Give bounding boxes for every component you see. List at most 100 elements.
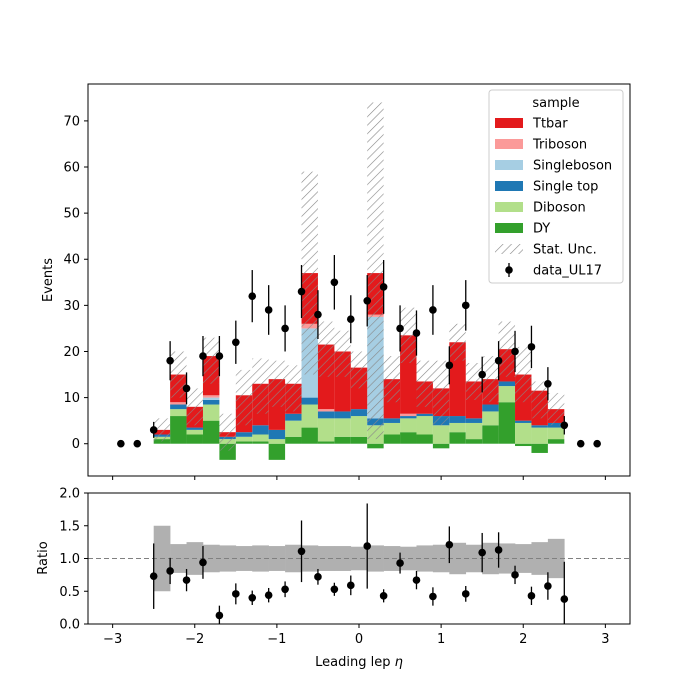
stack-bar	[186, 427, 203, 430]
x-axis-label-symbol: η	[395, 655, 403, 670]
ratio-point	[264, 591, 273, 599]
stack-bar	[482, 404, 499, 412]
stack-bar	[202, 404, 220, 421]
stat-unc-box	[186, 388, 203, 426]
stat-unc-box	[350, 351, 368, 389]
ratio-point	[560, 595, 569, 603]
ratio-point	[363, 542, 372, 550]
stack-bar	[252, 425, 269, 435]
stat-unc-box	[531, 381, 548, 419]
stack-bar	[334, 418, 351, 437]
data-point	[379, 283, 388, 291]
legend-label: Stat. Unc.	[533, 243, 597, 258]
stack-bar	[317, 409, 335, 412]
ratio-point	[396, 559, 404, 567]
stack-bar	[482, 411, 499, 426]
stat-unc-box	[482, 356, 499, 403]
stack-bar	[268, 443, 286, 460]
stack-bar	[367, 443, 384, 449]
stack-bar	[235, 436, 253, 442]
data-point	[117, 439, 125, 448]
data-point	[593, 439, 601, 448]
stat-unc-band	[153, 102, 565, 451]
ratio-point	[314, 573, 322, 581]
stack-bar	[498, 402, 516, 444]
stack-bar	[202, 399, 220, 405]
stat-unc-box	[432, 360, 450, 426]
stack-bar	[301, 404, 318, 428]
data-point	[396, 324, 404, 333]
stack-bar	[235, 441, 253, 444]
stack-bar	[170, 409, 187, 417]
stack-bar	[449, 422, 466, 433]
ratio-band-box	[383, 546, 401, 571]
stack-bar	[202, 395, 220, 398]
ratio-y-tick-label: 0.0	[59, 618, 80, 633]
data-point	[544, 379, 552, 388]
ratio-panel: 0.0 0.5 1.0 1.5 2.0 −3 −2 −1 0 1 2 3 Ratio Leading…	[36, 487, 631, 670]
ratio-point	[330, 585, 339, 594]
stack-bar	[186, 434, 203, 444]
main-y-tick-label: 40	[63, 253, 80, 268]
stack-bar	[202, 397, 220, 400]
stack-bar	[334, 411, 351, 419]
ratio-point	[182, 576, 191, 584]
ratio-band-box	[367, 545, 384, 572]
stack-bar	[416, 413, 433, 417]
stat-unc-box	[301, 171, 318, 375]
legend-label: Ttbar	[532, 117, 568, 132]
x-axis-label-text: Leading lep	[315, 655, 394, 670]
data-point	[494, 356, 503, 365]
stack-bar	[186, 429, 203, 435]
stat-unc-box	[383, 356, 401, 403]
legend-title: sample	[532, 96, 579, 111]
legend-label: Single top	[533, 180, 598, 195]
stack-bar	[498, 381, 516, 387]
stat-unc-box	[219, 413, 236, 451]
stack-bar	[515, 420, 532, 423]
data-point	[182, 384, 191, 393]
stack-bar	[334, 436, 351, 444]
legend-label: Triboson	[532, 138, 587, 153]
legend-swatch	[495, 118, 523, 128]
stack-bar	[482, 425, 499, 444]
stack-bar	[317, 411, 335, 419]
ratio-point	[511, 571, 519, 579]
stack-bar	[285, 413, 302, 421]
ratio-point	[281, 585, 289, 594]
data-point	[215, 352, 224, 360]
stack-bar	[531, 443, 548, 453]
x-tick-label: −3	[103, 632, 122, 647]
stat-unc-box	[367, 102, 384, 440]
stat-unc-box	[268, 360, 286, 407]
data-point	[330, 278, 339, 287]
stack-bar	[317, 418, 335, 442]
stack-bar	[268, 439, 286, 444]
x-tick-label: 3	[601, 632, 609, 647]
ratio-y-tick-label: 1.5	[59, 519, 80, 534]
x-tick-label: −1	[267, 632, 286, 647]
stat-unc-box	[317, 321, 335, 377]
stack-bar	[547, 439, 565, 444]
x-tick-label: 1	[437, 632, 445, 647]
ratio-point	[494, 546, 503, 554]
stack-bar	[383, 418, 401, 423]
main-panel: 0 10 20 30 40 50 60 70 Events	[41, 83, 631, 480]
stack-bar	[252, 441, 269, 444]
ratio-point	[232, 590, 240, 598]
stack-bar	[252, 434, 269, 442]
legend-label: DY	[533, 222, 550, 237]
stack-bar	[400, 413, 417, 417]
x-axis-label: Leading lep η	[315, 655, 403, 670]
stat-unc-box	[170, 351, 187, 398]
stat-unc-box	[252, 358, 269, 414]
data-point	[133, 439, 142, 448]
stat-unc-box	[515, 346, 532, 403]
ratio-band-box	[317, 546, 335, 571]
ratio-point	[149, 572, 158, 580]
data-point	[412, 329, 421, 337]
legend-swatch	[495, 202, 523, 212]
main-y-tick-label: 70	[63, 114, 80, 129]
main-y-tick-label: 30	[63, 299, 80, 314]
main-y-axis-label: Events	[41, 258, 56, 302]
